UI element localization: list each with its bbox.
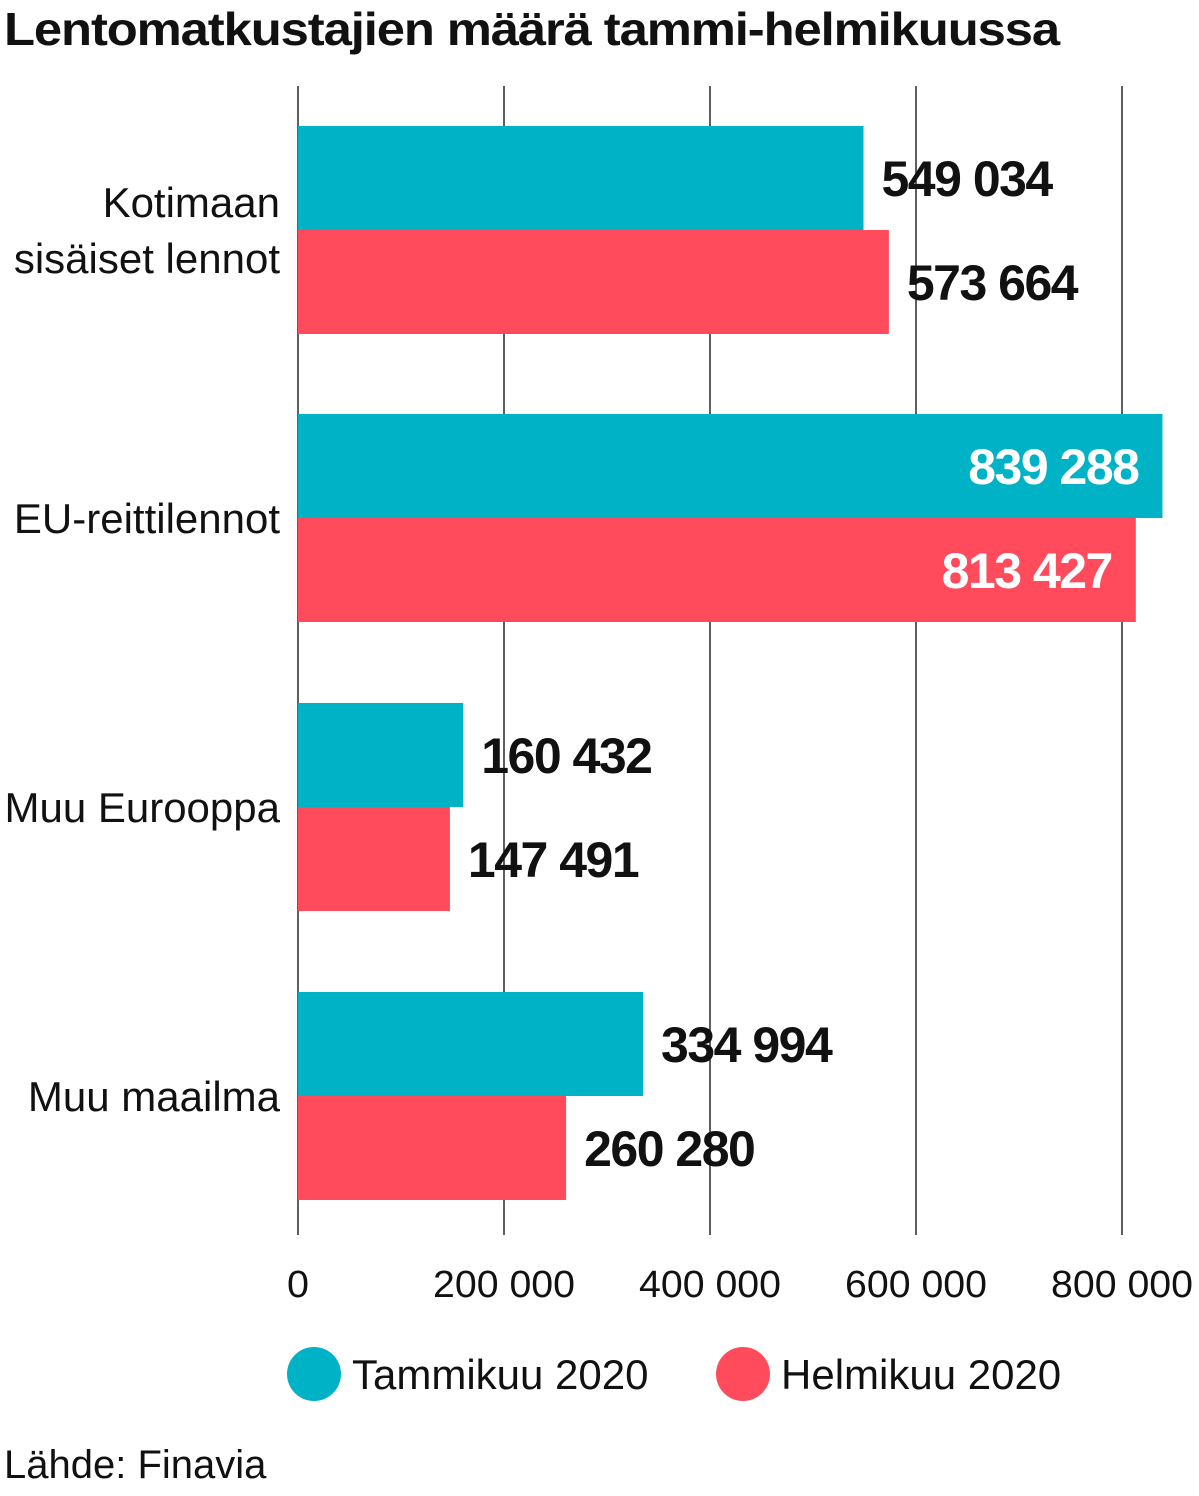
legend-marker [287, 1347, 341, 1401]
category-label: sisäiset lennot [14, 235, 280, 282]
x-tick-label: 0 [287, 1264, 309, 1306]
data-label: 147 491 [468, 832, 639, 888]
source-note: Lähde: Finavia [4, 1443, 267, 1487]
chart-title: Lentomatkustajien määrä tammi-helmikuuss… [4, 3, 1060, 55]
legend-label: Helmikuu 2020 [781, 1351, 1061, 1398]
category-label: EU-reittilennot [14, 495, 280, 542]
bar [298, 414, 1163, 518]
bar [298, 703, 464, 807]
x-tick-label: 200 000 [433, 1264, 575, 1306]
legend-label: Tammikuu 2020 [352, 1351, 648, 1398]
bar [298, 230, 889, 334]
data-label: 160 432 [481, 728, 651, 784]
data-label: 573 664 [907, 255, 1079, 311]
category-label: Muu Eurooppa [4, 784, 280, 831]
data-label: 260 280 [584, 1121, 754, 1177]
category-label: Muu maailma [28, 1073, 281, 1120]
bar [298, 807, 450, 911]
data-label: 334 994 [661, 1017, 833, 1073]
data-label: 813 427 [942, 543, 1112, 599]
category-label: Kotimaan [103, 179, 280, 226]
bar [298, 992, 644, 1096]
bar [298, 518, 1136, 622]
x-tick-label: 400 000 [639, 1264, 781, 1306]
bar [298, 1096, 567, 1200]
data-label: 839 288 [968, 439, 1139, 495]
data-label: 549 034 [882, 151, 1054, 207]
x-tick-label: 600 000 [845, 1264, 987, 1306]
bar [298, 126, 864, 230]
legend-marker [716, 1347, 770, 1401]
x-tick-label: 800 000 [1051, 1264, 1193, 1306]
